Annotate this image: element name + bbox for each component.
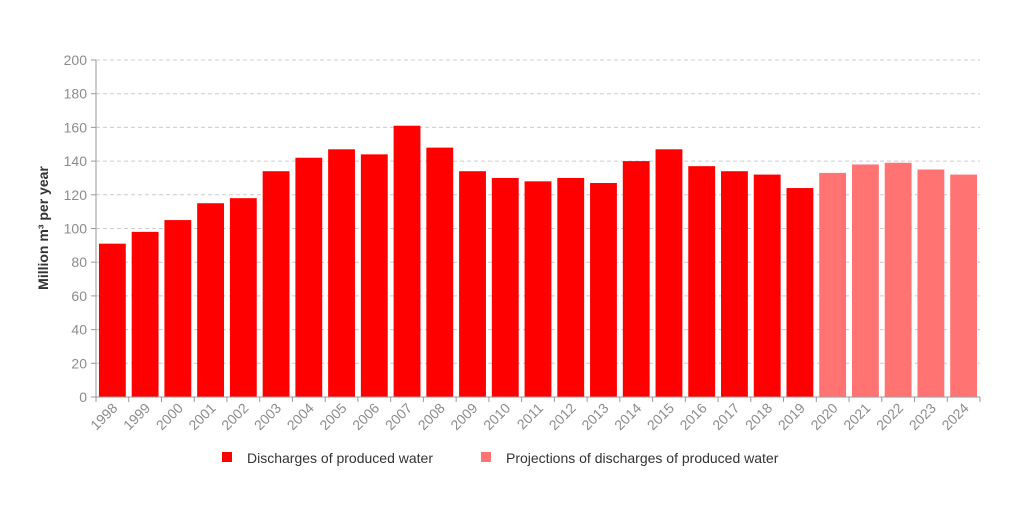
y-tick-label: 100: [64, 221, 88, 237]
bar-projection-2020: [819, 172, 847, 397]
x-tick-label: 2020: [807, 400, 840, 433]
y-axis-title: Million m³ per year: [35, 166, 51, 290]
bar-discharges-2001: [197, 203, 225, 397]
x-tick-label: 2010: [480, 400, 513, 433]
bar-discharges-2016: [688, 166, 716, 397]
x-tick-labels: 1998 1999 2000 2001 2002 2003 2004 2005 2006 2007…: [87, 400, 972, 433]
bar-discharges-1998: [98, 243, 126, 397]
legend-swatch-projections: [481, 452, 491, 462]
x-tick-label: 2016: [676, 400, 709, 433]
x-tick-label: 2019: [775, 400, 808, 433]
bar-discharges-2012: [557, 177, 585, 397]
x-tick-label: 2006: [349, 400, 382, 433]
x-tick-label: 2021: [840, 400, 873, 433]
y-tick-label: 120: [64, 187, 88, 203]
legend-label-discharges: Discharges of produced water: [247, 450, 433, 466]
y-tick-label: 160: [64, 119, 88, 135]
bar-discharges-2005: [328, 149, 355, 397]
x-tick-label: 2015: [644, 400, 677, 433]
y-tick-label: 140: [64, 153, 88, 169]
bar-discharges-2019: [786, 188, 814, 397]
bar-discharges-2017: [721, 171, 748, 397]
x-tick-label: 2012: [546, 400, 579, 433]
axes: [91, 59, 981, 402]
bar-discharges-2014: [622, 161, 650, 397]
bar-discharges-2004: [295, 157, 323, 397]
x-tick-label: 2013: [578, 400, 611, 433]
bar-discharges-1999: [131, 231, 159, 397]
y-tick-label: 200: [64, 52, 88, 68]
x-tick-label: 2023: [906, 400, 939, 433]
x-tick-label: 2017: [709, 400, 742, 433]
bar-discharges-2011: [524, 181, 552, 397]
x-tick-label: 2011: [514, 400, 547, 433]
x-tick-label: 2005: [316, 400, 349, 433]
y-tick-label: 180: [64, 86, 88, 102]
bar-discharges-2015: [655, 149, 683, 397]
bar-discharges-2018: [753, 174, 781, 397]
bar-projection-2022: [884, 162, 912, 397]
y-tick-label: 0: [79, 389, 87, 405]
x-tick-label: 2018: [742, 400, 775, 433]
bars: [98, 125, 978, 397]
legend-swatch-discharges: [222, 452, 232, 462]
x-tick-label: 2003: [251, 400, 284, 433]
y-tick-label: 80: [71, 254, 87, 270]
legend: Discharges of produced water Projections…: [222, 450, 779, 466]
x-tick-label: 2004: [284, 400, 317, 433]
bar-discharges-2009: [459, 171, 486, 397]
bar-discharges-2000: [164, 220, 192, 397]
x-tick-label: 2014: [611, 400, 644, 433]
y-tick-label: 20: [71, 355, 87, 371]
y-tick-labels: 0 20 40 60 80 100 120 140 160 180 200: [64, 52, 88, 405]
x-tick-label: 2008: [415, 400, 448, 433]
bar-discharges-2010: [491, 177, 519, 397]
bar-discharges-2008: [426, 147, 454, 397]
x-tick-label: 2022: [873, 400, 906, 433]
bar-projection-2023: [917, 169, 945, 397]
y-tick-label: 40: [71, 322, 87, 338]
x-tick-label: 2024: [938, 400, 971, 433]
legend-label-projections: Projections of discharges of produced wa…: [506, 450, 779, 466]
x-tick-label: 2007: [382, 400, 415, 433]
x-tick-label: 1999: [120, 400, 153, 433]
x-tick-label: 2002: [218, 400, 251, 433]
bar-discharges-2003: [262, 171, 290, 397]
y-tick-label: 60: [71, 288, 87, 304]
x-tick-label: 2001: [185, 400, 218, 433]
x-tick-label: 2009: [447, 400, 480, 433]
bar-projection-2024: [950, 174, 978, 397]
bar-discharges-2013: [590, 183, 617, 397]
x-tick-label: 1998: [87, 400, 120, 433]
bar-projection-2021: [851, 164, 879, 397]
bar-discharges-2007: [393, 125, 421, 397]
x-tick-label: 2000: [153, 400, 186, 433]
bar-discharges-2006: [360, 154, 388, 397]
bar-discharges-2002: [229, 198, 257, 397]
